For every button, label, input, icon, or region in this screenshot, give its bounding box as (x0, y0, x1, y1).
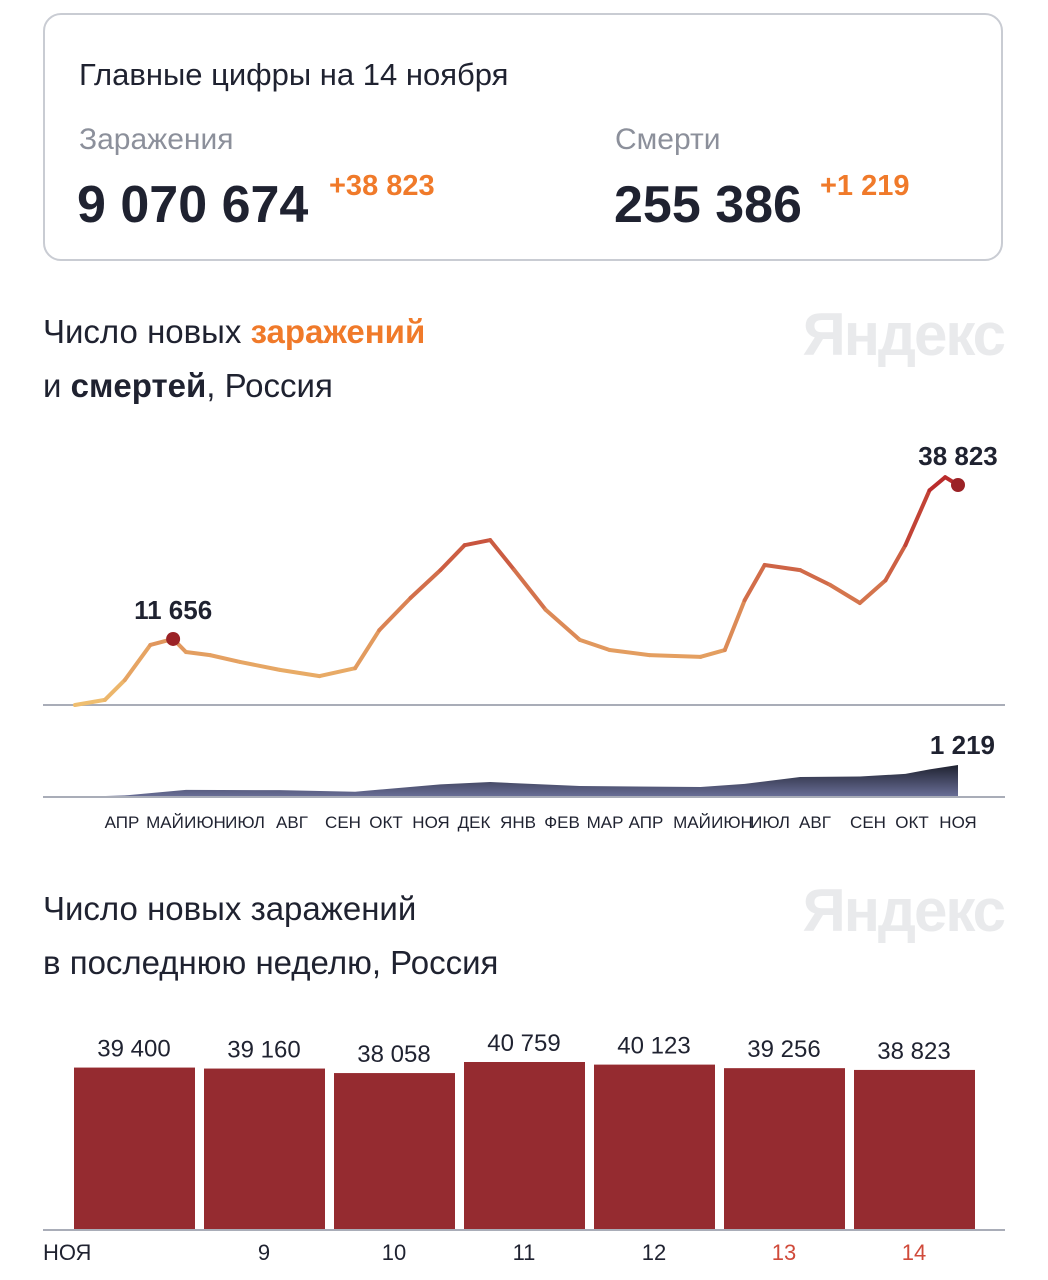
month-tick-label: СЕН (325, 813, 361, 832)
bar-category-label: 14 (902, 1240, 926, 1265)
infections-line-segment (742, 563, 767, 603)
infections-line-segment (647, 653, 703, 659)
infections-line-segment (277, 667, 322, 679)
infections-line-segment (828, 582, 862, 605)
infections-line-segment (722, 598, 747, 653)
infections-line-segment (353, 628, 382, 671)
bar-value-label: 39 256 (747, 1036, 820, 1063)
month-tick-label: МАЙ (673, 813, 711, 832)
infections-line-segment (927, 475, 948, 493)
infections-peak-marker (166, 631, 181, 646)
bar-category-label: 10 (382, 1240, 406, 1265)
infections-line-segment (543, 607, 582, 642)
infections-line-segment (122, 642, 153, 683)
infections-annotation: 38 823 (918, 441, 998, 471)
infections-line-segment (462, 538, 493, 548)
infections-line-segment (903, 488, 932, 548)
bar-value-label: 40 123 (617, 1033, 690, 1060)
infections-delta: +38 823 (329, 170, 435, 202)
bar-category-label: 9 (258, 1240, 270, 1265)
bar-category-label: НОЯ (43, 1240, 91, 1265)
infections-line-segment (762, 563, 803, 573)
bar-chart-title: Число новых заражений в последнюю неделю,… (43, 890, 499, 981)
bar-value-label: 38 058 (357, 1041, 430, 1068)
month-tick-label: ИЮН (711, 813, 753, 832)
month-tick-label: ОКТ (369, 813, 403, 832)
month-tick-label: ДЕК (458, 813, 491, 832)
bar (334, 1073, 455, 1229)
infections-line-segment (317, 666, 358, 679)
month-tick-label: АПР (629, 813, 664, 832)
month-tick-label: СЕН (850, 813, 886, 832)
month-tick-label: ИЮЛ (225, 813, 265, 832)
month-tick-label: ИЮЛ (750, 813, 790, 832)
bar (204, 1068, 325, 1229)
month-tick-label: ЯНВ (500, 813, 536, 832)
bar-category-label: 11 (513, 1240, 536, 1265)
month-tick-label: ФЕВ (544, 813, 580, 832)
bar-category-label: 12 (642, 1240, 666, 1265)
bar-value-label: 38 823 (877, 1038, 950, 1065)
infections-line-segment (857, 578, 888, 605)
month-tick-label: АВГ (799, 813, 831, 832)
month-tick-label: НОЯ (939, 813, 976, 832)
line-chart-title: Число новых заражений и смертей, Россия (43, 313, 426, 404)
deaths-delta: +1 219 (820, 170, 910, 202)
infections-total: 9 070 674 (77, 176, 309, 234)
month-tick-label: МАЙ (146, 813, 184, 832)
deaths-area (75, 765, 958, 797)
infections-line-segment (698, 648, 727, 659)
infections-line-segment (512, 568, 548, 612)
bar-value-label: 39 400 (97, 1036, 170, 1063)
infections-label: Заражения (79, 123, 234, 156)
infections-line-segment (73, 697, 107, 707)
month-tick-label: АПР (105, 813, 140, 832)
infections-annotation: 11 656 (134, 595, 212, 625)
deaths-annotation: 1 219 (930, 730, 995, 760)
deaths-total: 255 386 (614, 176, 802, 234)
infections-line-segment (798, 568, 833, 587)
bar-value-label: 40 759 (487, 1030, 560, 1057)
bar-category-label: 13 (772, 1240, 796, 1265)
infections-line-segment (408, 568, 443, 600)
bar (724, 1068, 845, 1229)
infections-line-segment (208, 653, 242, 664)
infections-line-segment (438, 543, 467, 573)
bar (854, 1069, 975, 1229)
infections-line-segment (577, 637, 612, 653)
month-tick-label: ИЮН (184, 813, 226, 832)
bar (74, 1067, 195, 1229)
month-tick-label: АВГ (276, 813, 308, 832)
infections-peak-marker (951, 478, 965, 492)
infections-line-segment (883, 543, 908, 583)
deaths-label: Смерти (615, 123, 721, 156)
summary-card: Главные цифры на 14 ноября Заражения 9 0… (43, 13, 1003, 261)
infections-line-segment (102, 678, 127, 702)
infections-line-segment (183, 650, 213, 658)
summary-title: Главные цифры на 14 ноября (79, 57, 509, 92)
month-tick-label: МАР (587, 813, 624, 832)
infections-line-segment (237, 659, 282, 672)
yandex-logo: Яндекс (802, 877, 1006, 944)
month-tick-label: ОКТ (895, 813, 929, 832)
bar (594, 1064, 715, 1229)
infections-line-segment (607, 648, 652, 658)
infections-line-segment (488, 538, 517, 573)
month-tick-label: НОЯ (412, 813, 449, 832)
yandex-logo: Яндекс (802, 301, 1006, 368)
bar-value-label: 39 160 (227, 1037, 300, 1064)
infections-line-segment (377, 595, 413, 633)
bar (464, 1062, 585, 1229)
